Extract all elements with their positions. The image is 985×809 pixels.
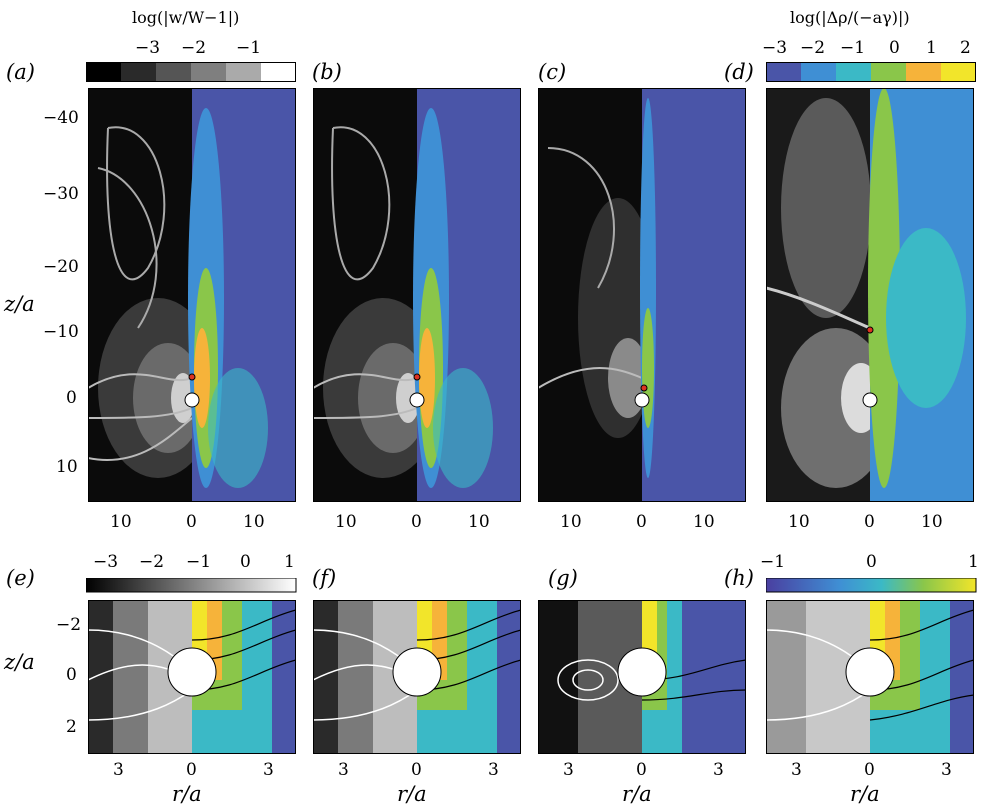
panel-label-b: (b) [312, 60, 342, 84]
colorbar-rho-tick: 2 [960, 38, 971, 58]
panel-label-a: (a) [6, 60, 35, 84]
top-x-tick: 10 [335, 512, 357, 532]
top-x-tick: 10 [110, 512, 132, 532]
panel-e-plot [88, 600, 296, 754]
panel-label-e: (e) [6, 566, 35, 590]
top-x-tick: 10 [921, 512, 943, 532]
bottom-x-tick: 3 [488, 760, 499, 780]
panel-label-c: (c) [538, 60, 567, 84]
bottom-x-axis-title: r/a [172, 782, 202, 806]
bottom-color-tick: 1 [968, 552, 979, 572]
top-x-tick: 0 [636, 512, 647, 532]
bottom-gray-tick: 0 [240, 552, 251, 572]
bottom-x-tick: 3 [713, 760, 724, 780]
bottom-gray-tick: −3 [93, 552, 119, 572]
top-y-tick: −10 [43, 322, 79, 342]
bottom-x-tick: 3 [113, 760, 124, 780]
bottom-color-tick: −1 [760, 552, 786, 572]
bottom-y-tick: 2 [66, 717, 77, 737]
bottom-gray-tick: −2 [139, 552, 165, 572]
bottom-color-tick: 0 [866, 552, 877, 572]
bottom-x-tick: 3 [791, 760, 802, 780]
colorbar-rho-title: log(|Δρ/(−aγ)|) [790, 8, 910, 27]
panel-b-plot [313, 88, 521, 502]
top-y-tick: 10 [56, 457, 78, 477]
top-y-tick: −20 [43, 257, 79, 277]
bottom-y-axis-title: z/a [4, 650, 35, 674]
top-x-tick: 10 [468, 512, 490, 532]
top-y-tick: −40 [43, 108, 79, 128]
colorbar-rho [766, 62, 976, 82]
colorbar-rho-tick: 1 [926, 38, 937, 58]
bottom-x-tick: 3 [563, 760, 574, 780]
bottom-x-tick: 0 [186, 760, 197, 780]
colorbar-bottom-gray [86, 578, 297, 593]
panel-label-h: (h) [724, 566, 754, 590]
bottom-x-axis-title: r/a [397, 782, 427, 806]
panel-g-plot [538, 600, 746, 754]
colorbar-w-tick: −3 [135, 38, 161, 58]
bottom-x-tick: 3 [338, 760, 349, 780]
panel-c-plot [538, 88, 746, 502]
panel-d-plot [766, 88, 974, 502]
bottom-x-tick: 3 [263, 760, 274, 780]
panel-f-plot [313, 600, 521, 754]
top-y-axis-title: z/a [4, 292, 35, 316]
colorbar-w [86, 62, 296, 82]
top-x-tick: 10 [788, 512, 810, 532]
bottom-x-axis-title: r/a [622, 782, 652, 806]
bottom-gray-tick: −1 [186, 552, 212, 572]
bottom-x-tick: 0 [411, 760, 422, 780]
panel-label-g: (g) [548, 566, 578, 590]
bottom-x-tick: 3 [941, 760, 952, 780]
top-x-tick: 0 [411, 512, 422, 532]
panel-label-f: (f) [312, 566, 337, 590]
colorbar-rho-tick: 0 [889, 38, 900, 58]
colorbar-rho-tick: −1 [840, 38, 866, 58]
top-y-tick: 0 [66, 388, 77, 408]
bottom-x-tick: 0 [636, 760, 647, 780]
bottom-x-tick: 0 [864, 760, 875, 780]
top-x-tick: 10 [560, 512, 582, 532]
colorbar-w-tick: −2 [181, 38, 207, 58]
colorbar-rho-tick: −3 [762, 38, 788, 58]
bottom-y-tick: −2 [56, 615, 82, 635]
colorbar-w-tick: −1 [236, 38, 262, 58]
top-y-tick: −30 [43, 184, 79, 204]
colorbar-bottom-color [766, 578, 977, 593]
colorbar-w-title: log(|w/W−1|) [132, 8, 240, 27]
top-x-tick: 10 [243, 512, 265, 532]
bottom-x-axis-title: r/a [850, 782, 880, 806]
panel-h-plot [766, 600, 974, 754]
panel-a-plot [88, 88, 296, 502]
panel-label-d: (d) [724, 60, 754, 84]
bottom-gray-tick: 1 [284, 552, 295, 572]
top-x-tick: 0 [186, 512, 197, 532]
bottom-y-tick: 0 [66, 665, 77, 685]
colorbar-rho-tick: −2 [800, 38, 826, 58]
top-x-tick: 10 [693, 512, 715, 532]
top-x-tick: 0 [864, 512, 875, 532]
